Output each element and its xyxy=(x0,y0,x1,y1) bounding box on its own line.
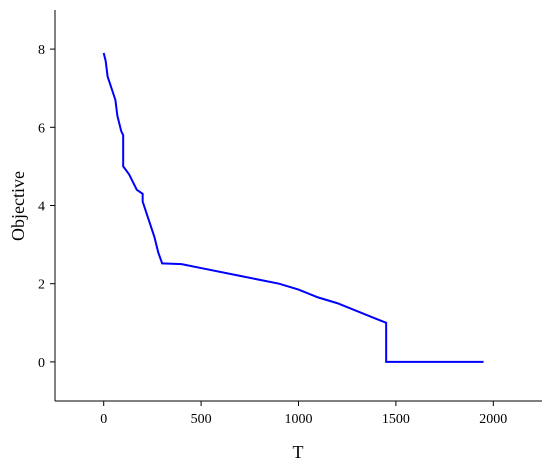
y-tick-label: 6 xyxy=(38,121,45,136)
y-tick-label: 8 xyxy=(38,43,45,58)
data-line xyxy=(102,52,484,363)
y-tick-label: 0 xyxy=(38,356,45,371)
x-tick-label: 1500 xyxy=(382,412,410,427)
y-tick-label: 4 xyxy=(38,200,45,215)
x-tick-label: 1000 xyxy=(285,412,313,427)
x-tick-label: 2000 xyxy=(479,412,507,427)
y-tick-label: 2 xyxy=(38,278,45,293)
x-axis-label: T xyxy=(293,442,304,462)
x-tick-label: 0 xyxy=(100,412,107,427)
y-axis-label: Objective xyxy=(8,171,28,241)
x-tick-label: 500 xyxy=(191,412,212,427)
